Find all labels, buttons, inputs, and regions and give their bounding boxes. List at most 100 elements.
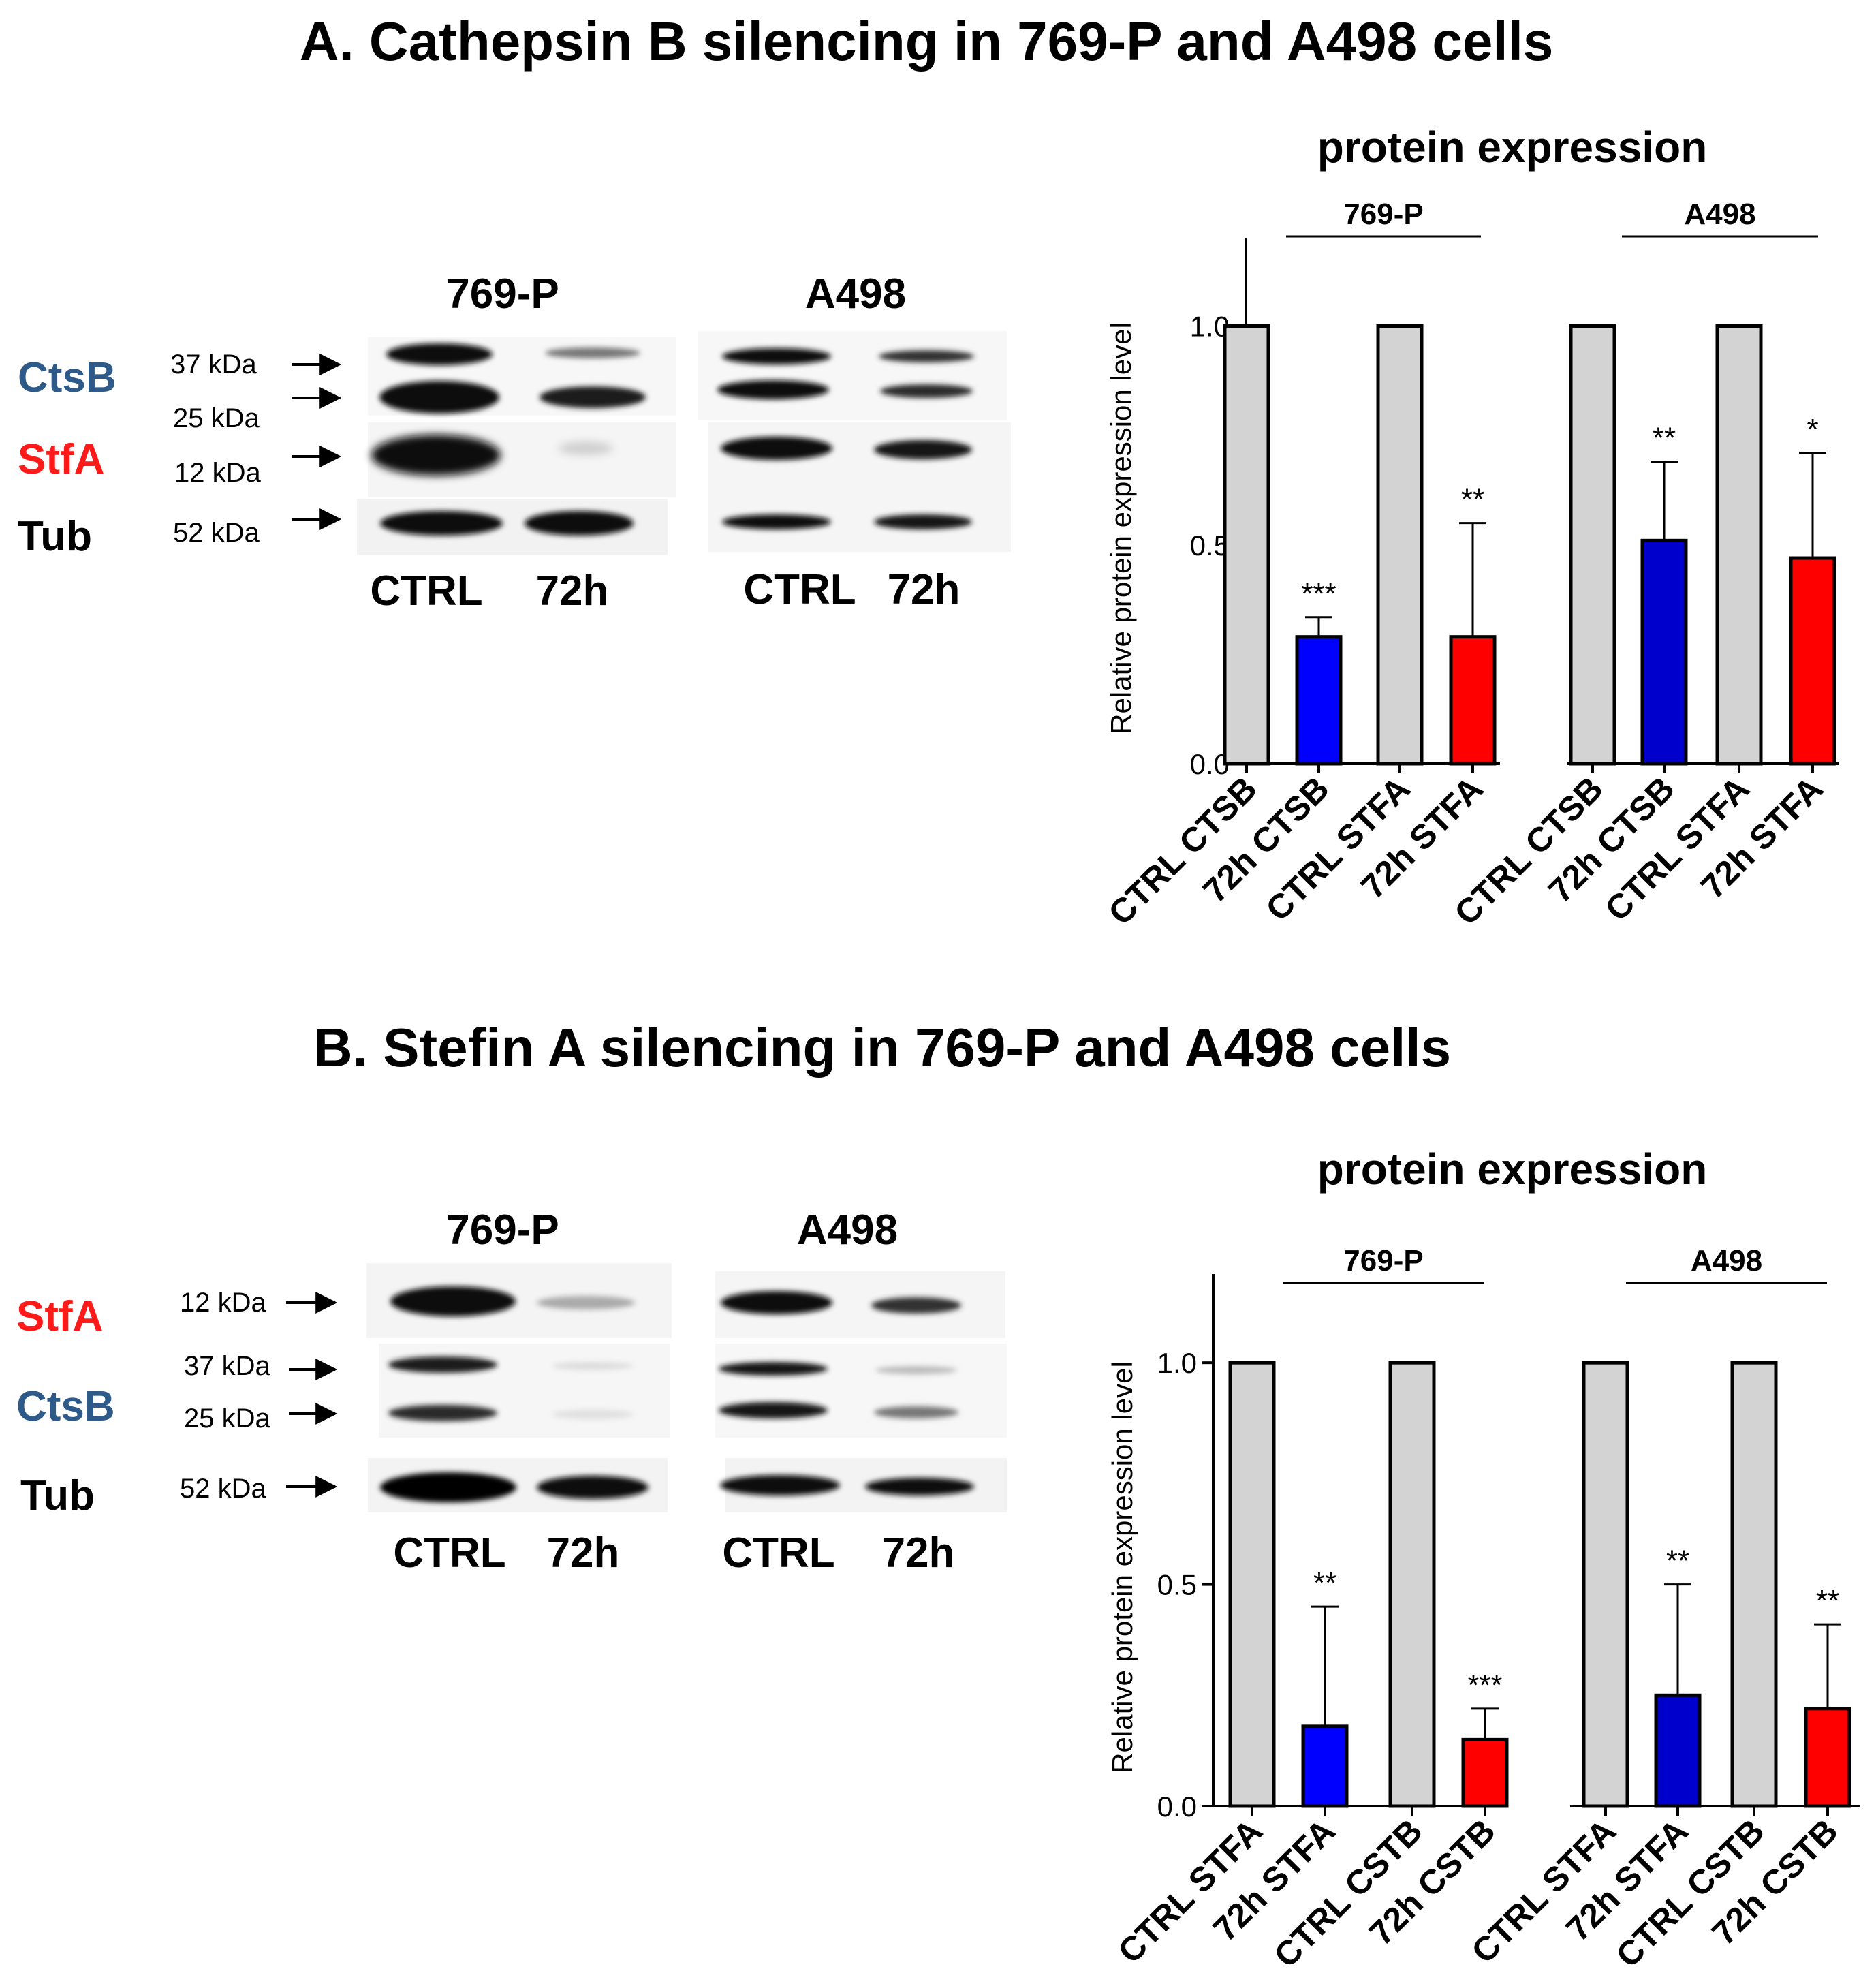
- bar: [1295, 635, 1343, 766]
- blot-b-a498-lane-72h: 72h: [882, 1530, 955, 1577]
- y-tick-label: 0.0: [1190, 748, 1230, 780]
- blot-a-769p-band-ctrl-stfa: [371, 435, 501, 476]
- blot-b-a498-band-ctrl-stfa: [721, 1291, 832, 1314]
- blot-a-a498-lane-72h: 72h: [888, 566, 960, 613]
- blot-b-a498-band-72h-25: [874, 1406, 958, 1418]
- blot-b-kda-37: 37 kDa: [184, 1351, 270, 1381]
- blot-b-769p-band-ctrl-tub: [380, 1472, 516, 1502]
- blot-b-769p-band-72h-tub: [537, 1476, 648, 1499]
- panel-b-title: B. Stefin A silencing in 769-P and A498 …: [313, 1017, 1451, 1078]
- bar-chart-b: protein expression 769-P A498 0.0 0.5 1.0 Rela…: [1106, 1145, 1860, 1974]
- group-label: 769-P: [1343, 1244, 1423, 1277]
- blot-a-kda-37: 37 kDa: [170, 350, 257, 379]
- blot-a-a498-band-ctrl-25: [717, 380, 829, 399]
- blot-a-769p-lane-72h: 72h: [536, 568, 609, 615]
- y-tick-label: 0.0: [1157, 1790, 1197, 1822]
- bar: [1715, 324, 1763, 766]
- blot-a-769p-band-72h-tub: [525, 511, 634, 536]
- blot-b-769p-lane-ctrl: CTRL: [393, 1530, 505, 1577]
- blot-b-a498-band-72h-37: [875, 1366, 957, 1374]
- bar: [1789, 556, 1836, 766]
- blot-b-a498-band-ctrl-37: [719, 1362, 828, 1376]
- y-tick-label: 0.5: [1157, 1569, 1197, 1601]
- blot-b-protein-tub: Tub: [20, 1472, 95, 1519]
- bar: [1654, 1693, 1702, 1808]
- chart-title: protein expression: [1317, 123, 1708, 172]
- blot-b-a498-band-72h-tub: [865, 1478, 974, 1495]
- blot-a-769p-band-ctrl-25: [379, 381, 499, 414]
- blot-a-kda-25: 25 kDa: [173, 403, 260, 433]
- significance-label: **: [1666, 1545, 1689, 1578]
- western-blot-a: 769-P A498 CtsB StfA Tub 37 kDa 25 kDa 1…: [18, 270, 1011, 615]
- blot-b-protein-stfa: StfA: [16, 1293, 103, 1340]
- blot-a-769p-band-ctrl-37: [386, 343, 493, 365]
- blot-b-769p-band-72h-37: [552, 1362, 634, 1370]
- blot-a-a498-band-ctrl-37: [722, 348, 831, 364]
- y-axis-label: Relative protein expression level: [1106, 1361, 1138, 1773]
- blot-a-769p-lane-ctrl: CTRL: [370, 568, 482, 615]
- significance-label: **: [1461, 483, 1484, 516]
- bar: [1223, 324, 1270, 766]
- bar: [1804, 1707, 1851, 1808]
- blot-b-kda-12: 12 kDa: [180, 1288, 266, 1318]
- blot-a-protein-ctsb: CtsB: [18, 354, 116, 401]
- bar: [1730, 1361, 1778, 1808]
- blot-a-protein-tub: Tub: [18, 513, 92, 560]
- significance-label: ***: [1467, 1669, 1502, 1702]
- blot-a-a498-membrane-ctsb: [698, 331, 1007, 420]
- group-label: A498: [1691, 1244, 1762, 1277]
- y-tick-label: 1.0: [1190, 311, 1230, 343]
- blot-b-cell-line-769p: 769-P: [446, 1207, 559, 1254]
- blot-a-769p-band-72h-25: [540, 386, 646, 408]
- blot-b-a498-band-ctrl-tub: [720, 1475, 840, 1495]
- bar: [1640, 538, 1688, 766]
- bar: [1449, 635, 1497, 766]
- bar: [1228, 1361, 1276, 1808]
- blot-b-769p-band-ctrl-25: [388, 1405, 497, 1421]
- blot-a-cell-line-a498: A498: [805, 270, 906, 317]
- bar: [1582, 1361, 1629, 1808]
- blot-a-769p-band-ctrl-tub: [380, 511, 503, 536]
- bar: [1569, 324, 1616, 766]
- blot-a-a498-band-ctrl-stfa: [721, 437, 832, 460]
- western-blot-b: 769-P A498 StfA CtsB Tub 12 kDa 37 kDa 2…: [16, 1207, 1007, 1577]
- blot-b-cell-line-a498: A498: [797, 1207, 898, 1254]
- blot-a-a498-lane-ctrl: CTRL: [743, 566, 856, 613]
- bar-chart-a: protein expression 769-P A498 0.0 0.5 1.0 Rela…: [1101, 123, 1839, 932]
- blot-a-a498-band-ctrl-tub: [722, 514, 831, 529]
- blot-b-a498-band-72h-stfa: [871, 1297, 961, 1314]
- blot-b-a498-lane-ctrl: CTRL: [722, 1530, 834, 1577]
- significance-label: **: [1653, 422, 1676, 455]
- blot-b-769p-band-ctrl-stfa: [390, 1286, 516, 1316]
- bar: [1461, 1737, 1509, 1808]
- blot-b-kda-52: 52 kDa: [180, 1474, 266, 1504]
- blot-a-a498-band-72h-tub: [874, 514, 972, 529]
- blot-a-769p-band-72h-37: [545, 347, 640, 358]
- group-label: 769-P: [1343, 198, 1423, 231]
- blot-b-769p-band-72h-25: [552, 1410, 634, 1419]
- significance-label: *: [1807, 413, 1818, 446]
- blot-b-a498-band-ctrl-25: [719, 1402, 828, 1418]
- significance-label: **: [1313, 1566, 1336, 1600]
- blot-a-kda-12: 12 kDa: [174, 458, 261, 488]
- bar: [1301, 1724, 1349, 1808]
- significance-label: **: [1816, 1584, 1839, 1617]
- blot-a-a498-band-72h-25: [880, 384, 973, 398]
- chart-title: protein expression: [1317, 1145, 1708, 1194]
- blot-a-a498-band-72h-37: [879, 350, 974, 362]
- bar: [1376, 324, 1424, 766]
- y-tick-label: 0.5: [1190, 529, 1230, 561]
- bar: [1388, 1361, 1436, 1808]
- blot-b-769p-band-ctrl-37: [388, 1356, 497, 1373]
- panel-a-title: A. Cathepsin B silencing in 769-P and A4…: [300, 11, 1554, 72]
- blot-b-769p-band-72h-stfa: [537, 1296, 635, 1309]
- y-tick-label: 1.0: [1157, 1347, 1197, 1379]
- blot-b-769p-lane-72h: 72h: [547, 1530, 620, 1577]
- blot-b-kda-25: 25 kDa: [184, 1403, 270, 1433]
- blot-a-769p-band-72h-stfa: [559, 441, 613, 455]
- blot-b-a498-membrane-ctsb: [715, 1344, 1007, 1438]
- blot-b-protein-ctsb: CtsB: [16, 1383, 115, 1430]
- blot-a-protein-stfa: StfA: [18, 436, 104, 483]
- group-label: A498: [1684, 198, 1755, 231]
